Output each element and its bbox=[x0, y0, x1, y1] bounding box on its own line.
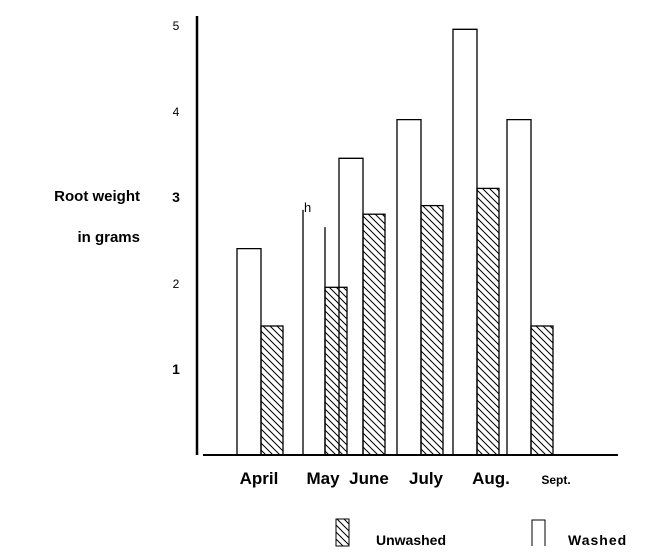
bar-unwashed-june bbox=[362, 213, 386, 456]
y-tick-label-1: 1 bbox=[172, 361, 180, 377]
bar-unwashed-aug bbox=[476, 187, 500, 456]
y-tick-label-5: 5 bbox=[173, 19, 180, 33]
bar-unwashed-sept bbox=[530, 325, 554, 456]
y-tick-label-4: 4 bbox=[173, 105, 180, 119]
bar-unwashed-july bbox=[420, 204, 444, 456]
category-label-may: May bbox=[306, 469, 340, 488]
category-label-june: June bbox=[349, 469, 389, 488]
bar-washed-sept bbox=[506, 118, 532, 455]
legend-swatch-washed bbox=[531, 519, 546, 546]
legend-swatch-unwashed bbox=[335, 518, 350, 547]
category-labels: April May June July Aug. Sept. bbox=[240, 469, 571, 488]
y-tick-labels: 1 2 3 4 5 bbox=[172, 19, 180, 377]
bar-washed-july bbox=[396, 118, 422, 455]
bar-unwashed-may bbox=[324, 286, 348, 456]
category-label-aug: Aug. bbox=[472, 469, 510, 488]
y-axis-label-line-2: in grams bbox=[77, 229, 140, 246]
legend-label-washed: Washed bbox=[568, 532, 627, 548]
annotation-h: h bbox=[304, 200, 311, 215]
legend-label-unwashed: Unwashed bbox=[376, 532, 446, 548]
legend: Unwashed Washed bbox=[335, 518, 627, 548]
y-axis-label-line-1: Root weight bbox=[54, 188, 140, 205]
bar-washed-aug bbox=[452, 28, 478, 455]
bar-washed-may bbox=[302, 209, 326, 455]
y-tick-label-3: 3 bbox=[172, 189, 180, 205]
bars bbox=[236, 28, 554, 456]
y-tick-label-2: 2 bbox=[173, 277, 180, 291]
bar-washed-april bbox=[236, 247, 262, 455]
category-label-sept: Sept. bbox=[541, 473, 570, 487]
category-label-april: April bbox=[240, 469, 279, 488]
bar-unwashed-april bbox=[260, 325, 284, 456]
category-label-july: July bbox=[409, 469, 444, 488]
